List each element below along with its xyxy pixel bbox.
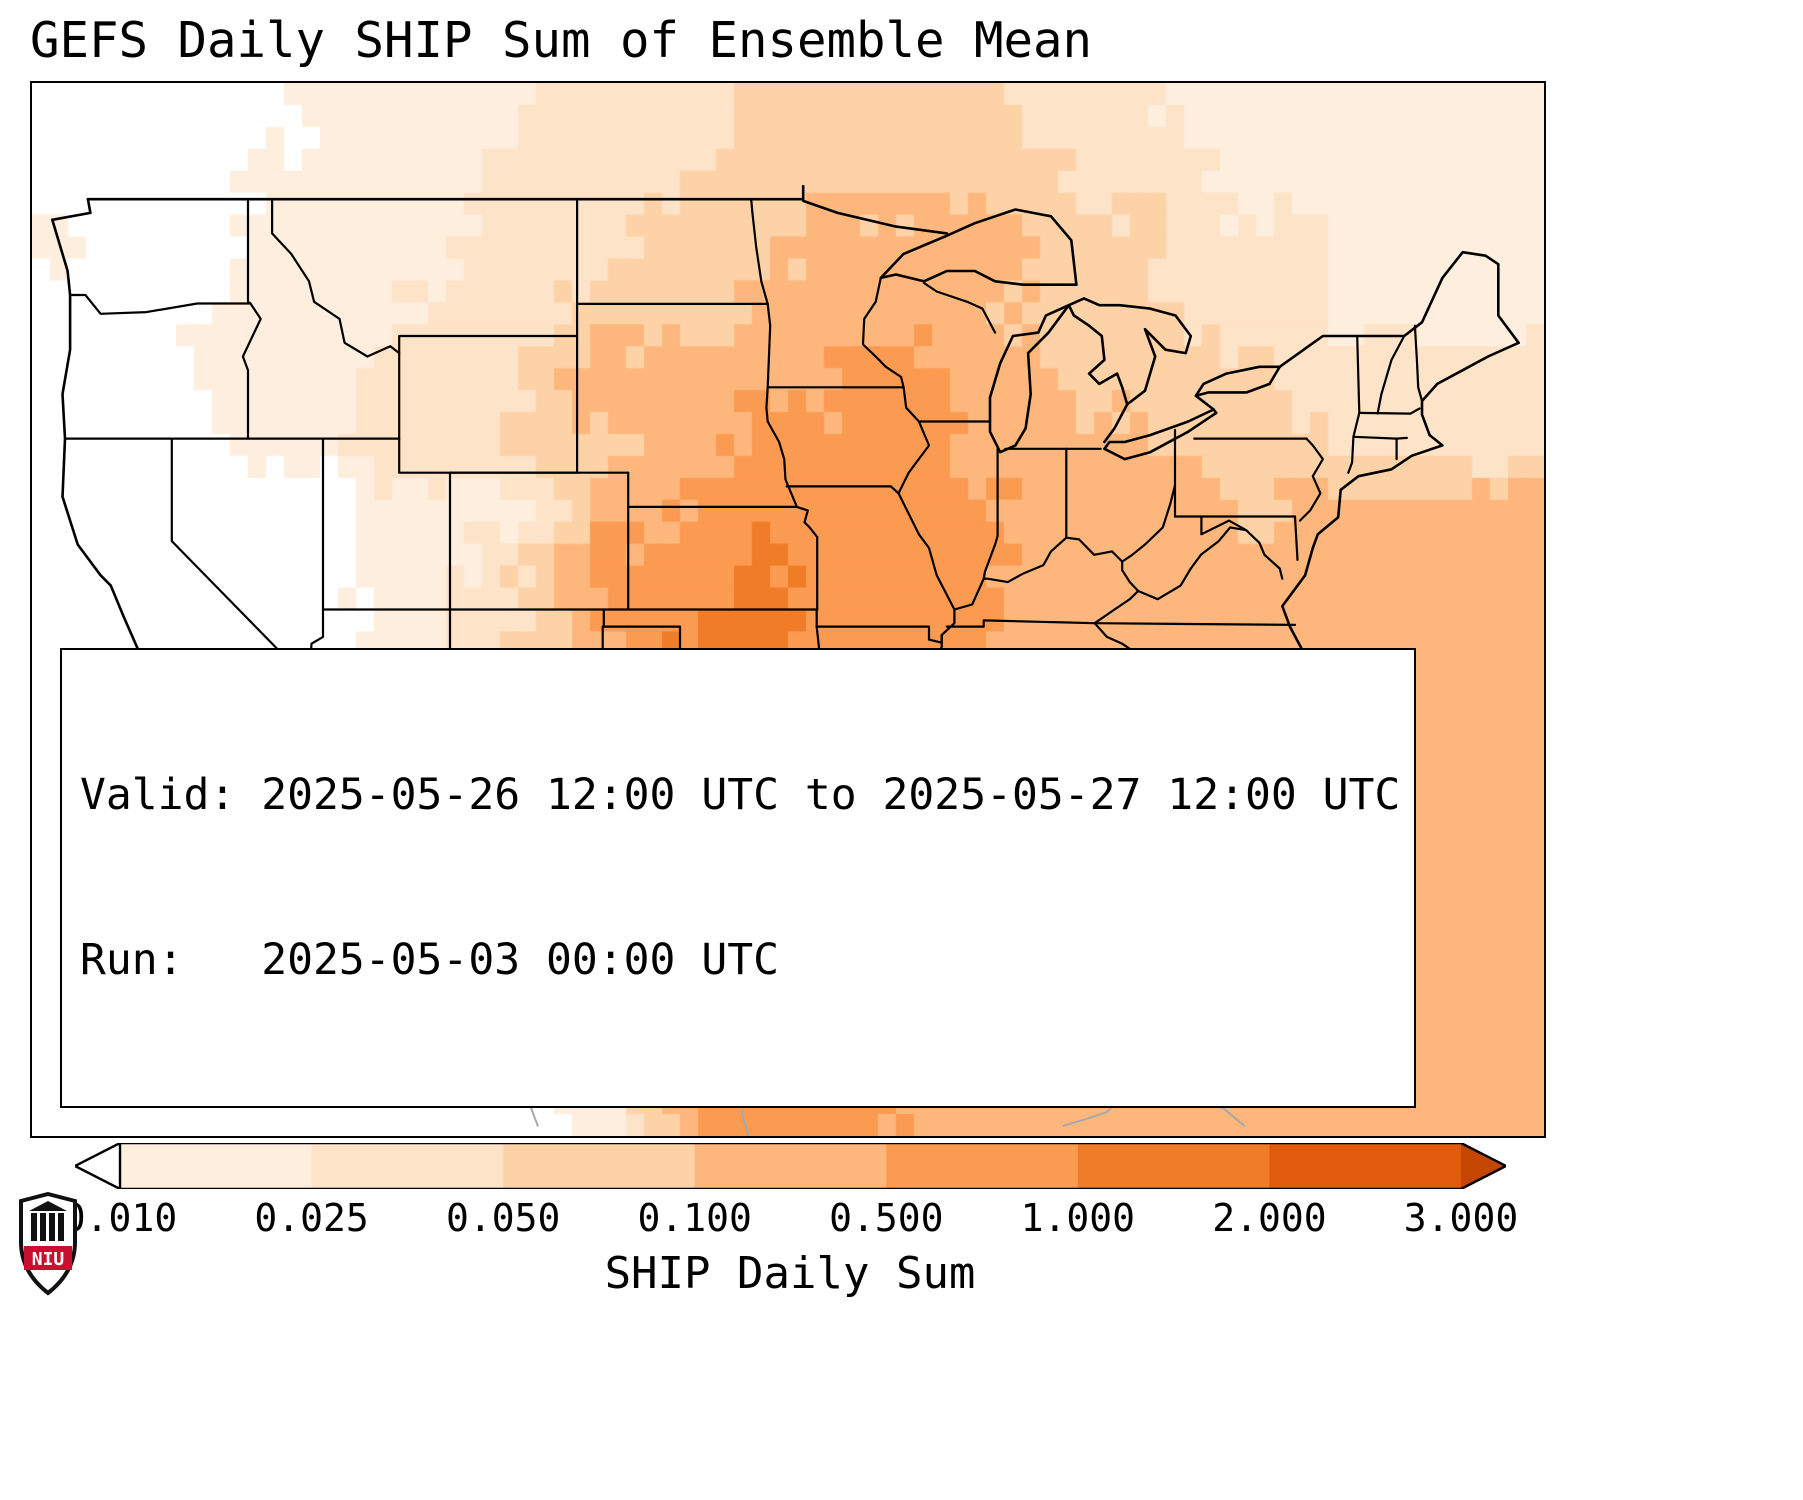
state-border-path	[307, 437, 325, 683]
state-border-path	[1413, 324, 1424, 403]
coastline-border-path	[1194, 365, 1281, 398]
colorbar-segment	[503, 1143, 696, 1189]
colorbar-segment	[1269, 1143, 1462, 1189]
state-border-path	[750, 198, 769, 305]
colorbar-segment	[886, 1143, 1079, 1189]
colorbar-segment	[694, 1143, 887, 1189]
state-border-path	[766, 420, 798, 508]
coastline-border-path	[879, 208, 1078, 286]
state-border-path	[765, 302, 772, 423]
colorbar-label: SHIP Daily Sum	[604, 1248, 976, 1299]
state-border-path	[241, 302, 262, 440]
state-border-path	[922, 281, 997, 334]
coastline-border-path	[1268, 250, 1520, 386]
colorbar-tick-label: 0.100	[637, 1196, 752, 1240]
niu-red-band	[24, 1246, 72, 1270]
map-frame: Valid: 2025-05-26 12:00 UTC to 2025-05-2…	[30, 81, 1546, 1138]
state-border-path	[785, 485, 900, 495]
colorbar	[75, 1143, 1506, 1189]
colorbar-outline	[75, 1143, 1506, 1189]
state-border-path	[69, 293, 252, 315]
state-border-path	[945, 619, 1096, 628]
colorbar-segment	[120, 1143, 313, 1189]
state-border-path	[1065, 484, 1177, 563]
niu-pillar-icon	[31, 1213, 37, 1241]
state-border-path	[815, 625, 943, 644]
colorbar-tick-label: 3.000	[1403, 1196, 1519, 1240]
colorbar-segment	[1077, 1143, 1271, 1189]
valid-time-line: Valid: 2025-05-26 12:00 UTC to 2025-05-2…	[80, 770, 1401, 820]
colorbar-tick-label: 0.010	[62, 1196, 178, 1240]
state-border-path	[271, 198, 401, 358]
state-border-path	[246, 198, 252, 305]
coastline-border-path	[51, 197, 92, 222]
state-border-path	[398, 334, 579, 474]
state-border-path	[1200, 515, 1284, 580]
coastline-border-path	[1194, 394, 1215, 411]
state-border-path	[953, 447, 999, 611]
coastline-border-path	[801, 184, 949, 235]
state-border-path	[1093, 560, 1140, 625]
info-box: Valid: 2025-05-26 12:00 UTC to 2025-05-2…	[60, 648, 1416, 1108]
niu-pillar-icon	[40, 1213, 46, 1241]
colorbar-tick-label: 0.500	[829, 1196, 944, 1240]
run-time-line: Run: 2025-05-03 00:00 UTC	[80, 935, 779, 985]
state-border-path	[1358, 407, 1421, 415]
colorbar-segment	[311, 1143, 504, 1189]
colorbar-tick-label: 1.000	[1020, 1196, 1136, 1240]
state-border-path	[1137, 526, 1248, 601]
state-border-path	[795, 505, 819, 539]
niu-logo: NIU	[19, 1192, 77, 1296]
state-border-path	[1347, 334, 1361, 474]
state-border-path	[1298, 437, 1324, 522]
coastline-border-path	[1103, 408, 1218, 461]
state-border-path	[1293, 515, 1299, 561]
colorbar-tick-label: 0.050	[445, 1196, 561, 1240]
state-border-path	[982, 536, 1068, 584]
colorbar-over-arrow	[1461, 1143, 1506, 1189]
state-border-path	[1352, 435, 1408, 440]
state-border-path	[1093, 622, 1297, 626]
niu-pediment	[29, 1201, 67, 1211]
coastline-border-path	[1067, 297, 1193, 406]
state-border-path	[1376, 334, 1406, 415]
colorbar-tick-label: 2.000	[1212, 1196, 1327, 1240]
coastline-border-path	[988, 303, 1071, 454]
niu-pillar-icon	[58, 1213, 64, 1241]
niu-pillar-icon	[49, 1213, 55, 1241]
coastline-border-path	[1103, 403, 1129, 444]
colorbar-tick-label: 0.025	[254, 1196, 369, 1240]
figure-title: GEFS Daily SHIP Sum of Ensemble Mean	[30, 12, 1093, 69]
colorbar-under-arrow	[75, 1143, 120, 1189]
niu-text: NIU	[32, 1249, 65, 1270]
